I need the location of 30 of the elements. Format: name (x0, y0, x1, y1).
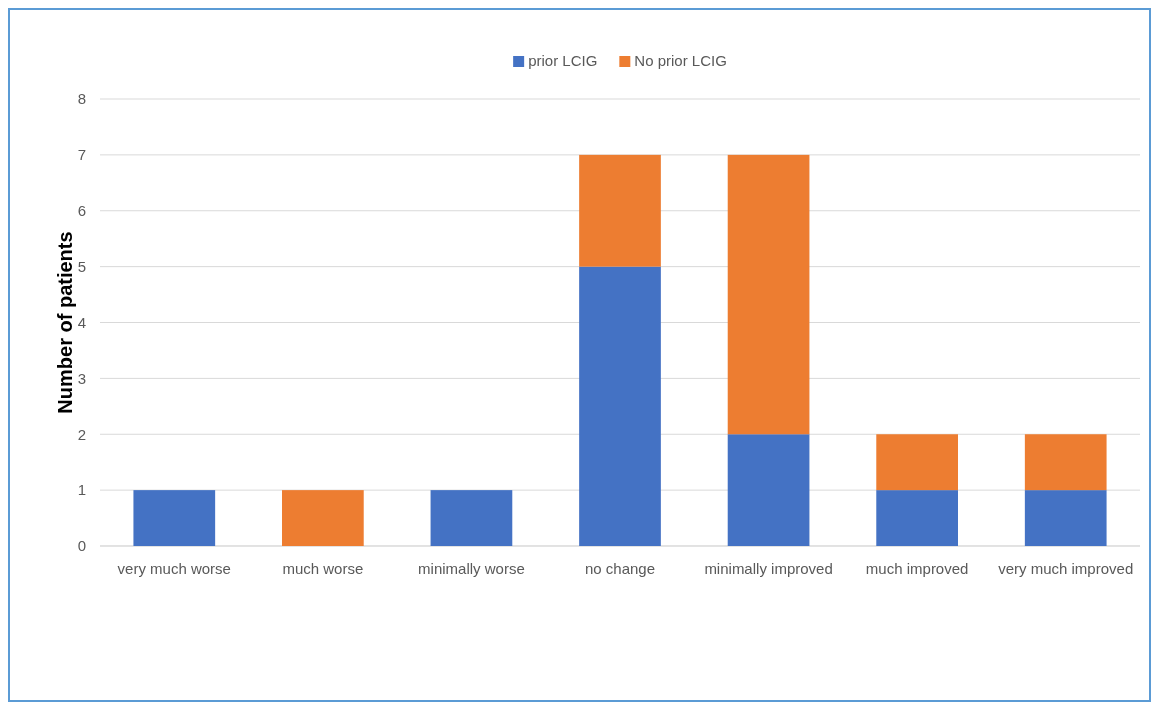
legend-label: No prior LCIG (634, 52, 727, 69)
bar (876, 490, 958, 546)
y-tick-label: 4 (77, 313, 86, 331)
bar (430, 490, 513, 546)
bar (133, 490, 216, 546)
y-tick-label: 3 (77, 369, 86, 387)
y-tick-label: 7 (77, 146, 86, 164)
x-tick-label: minimally worse (418, 560, 525, 577)
y-tick-label: 1 (77, 481, 86, 499)
x-tick-label: no change (584, 560, 656, 577)
y-tick-label: 2 (77, 425, 86, 443)
bar (1024, 434, 1107, 491)
bar (579, 154, 661, 267)
bar (727, 434, 810, 546)
y-tick-label: 5 (77, 257, 86, 275)
bar (1024, 490, 1107, 546)
y-axis-title: Number of patients (54, 231, 76, 414)
y-tick-label: 0 (77, 537, 86, 555)
x-tick-label: minimally improved (704, 560, 833, 577)
bar (876, 434, 958, 491)
x-tick-label: much worse (282, 560, 364, 577)
legend-label: prior LCIG (528, 52, 598, 69)
y-tick-label: 6 (77, 202, 86, 220)
x-tick-label: very much improved (998, 560, 1134, 577)
x-tick-label: very much worse (117, 560, 231, 577)
y-tick-label: 8 (77, 90, 86, 108)
x-tick-label: much improved (865, 560, 969, 577)
bar (727, 154, 810, 435)
bar (282, 490, 364, 546)
bar (579, 266, 661, 546)
